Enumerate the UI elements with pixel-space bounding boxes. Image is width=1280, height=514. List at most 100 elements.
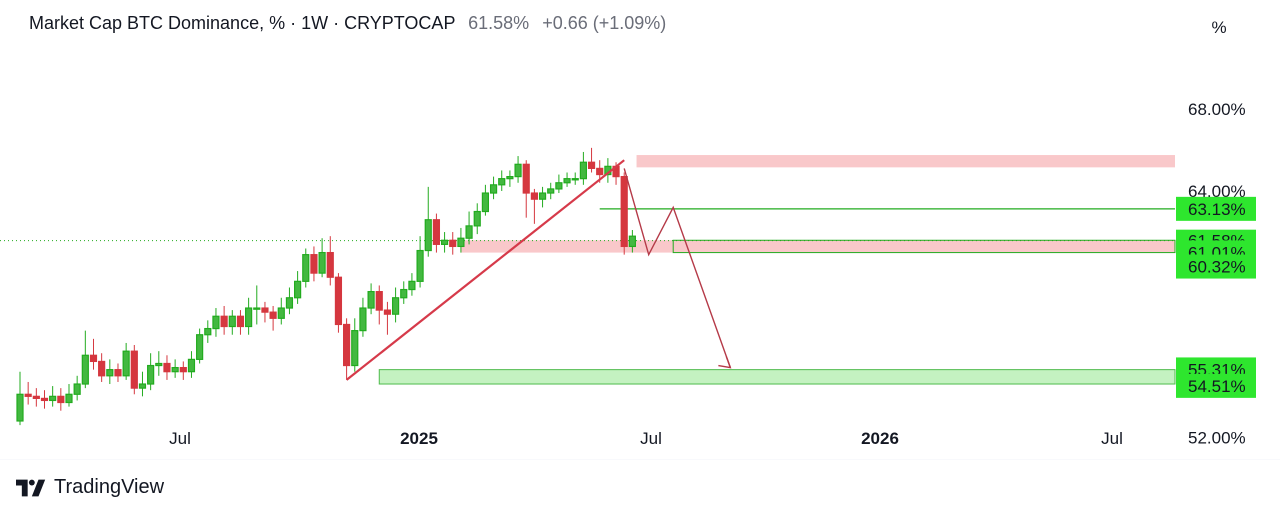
candle-body [596, 167, 604, 176]
candle-body-fill [74, 384, 81, 395]
candle-body [587, 161, 596, 169]
candle-body-fill [123, 351, 130, 376]
candle-body [334, 276, 343, 326]
candle-body-fill [172, 367, 179, 372]
candle-body [383, 309, 392, 315]
candle-body-fill [278, 308, 285, 319]
price-label-text: 54.51% [1188, 377, 1246, 396]
candle-body-fill [139, 384, 146, 389]
candle-body-fill [147, 365, 154, 385]
candle-body [620, 176, 628, 248]
candle-body-fill [351, 330, 358, 366]
candle-body-fill [359, 308, 366, 331]
candle-body-fill [482, 193, 489, 212]
candle-body-fill [474, 211, 481, 226]
candle-body-fill [629, 236, 636, 247]
candle-body-fill [555, 182, 562, 189]
candle-body [98, 360, 106, 377]
price-label-box [1176, 196, 1256, 221]
candle-body [530, 192, 538, 200]
support-zone [378, 369, 1176, 385]
x-axis-ticks: Jul 2025 Jul 2026 Jul [169, 429, 1123, 448]
footer: TradingView [16, 476, 164, 499]
candle-body-fill [466, 225, 473, 239]
chart-area[interactable]: 72.00%68.00%64.00%52.00%63.13%61.58%4d 1… [0, 0, 1280, 460]
candle-body-fill [564, 178, 571, 183]
candle-body-fill [368, 291, 375, 309]
candles [16, 147, 636, 426]
candle-body-fill [204, 328, 211, 335]
price-labels: 63.13%61.58%4d 11h61.01%60.32%55.31%54.5… [1176, 196, 1256, 398]
x-tick-label: 2025 [400, 429, 438, 448]
price-scale-unit-button[interactable]: % [1178, 6, 1260, 40]
x-tick-label: Jul [1101, 429, 1123, 448]
candle-body [343, 323, 351, 367]
candle-body-fill [302, 254, 309, 282]
candle-body-fill [506, 176, 513, 179]
price-label-box [1176, 373, 1256, 398]
candle-body-fill [604, 166, 611, 175]
resistance-zone [636, 155, 1175, 168]
candle-body-fill [392, 297, 399, 315]
last-value: 61.58% [468, 13, 530, 33]
symbol-title[interactable]: Market Cap BTC Dominance, % · 1W · CRYPT… [29, 13, 456, 33]
projected-path [623, 168, 732, 368]
candle-body-fill [425, 219, 432, 251]
candle-body [269, 311, 277, 319]
candle-body-fill [400, 289, 407, 298]
candle-body-fill [65, 394, 72, 403]
candle-body-fill [572, 178, 579, 180]
candle-body [57, 395, 65, 404]
candle-body-fill [253, 308, 260, 310]
candle-body [236, 315, 245, 328]
candle-body [220, 315, 228, 328]
candle-body-fill [49, 396, 56, 401]
candle-body [261, 307, 269, 313]
candle-body [326, 251, 334, 278]
candle-body [163, 362, 171, 373]
candle-body-fill [417, 250, 424, 282]
y-tick-label: 64.00% [1188, 182, 1246, 201]
candle-body-fill [229, 316, 236, 327]
candle-body [130, 350, 138, 389]
x-tick-label: Jul [169, 429, 191, 448]
x-tick-label: Jul [640, 429, 662, 448]
y-tick-label: 68.00% [1188, 100, 1246, 119]
tradingview-logo-icon[interactable] [16, 479, 46, 497]
candle-body-fill [294, 281, 301, 298]
candle-body-fill [457, 238, 464, 247]
candle-body-fill [408, 281, 415, 290]
candle-body [32, 395, 40, 399]
candle-body-fill [319, 252, 326, 274]
candle-body-fill [245, 308, 252, 327]
candle-body-fill [82, 355, 89, 385]
candle-body-fill [196, 334, 203, 360]
candle-body-fill [188, 359, 195, 372]
candle-body-fill [580, 162, 587, 179]
candle-body [40, 397, 49, 402]
candle-body-fill [155, 363, 162, 366]
candle-body [114, 369, 122, 377]
candle-body [89, 354, 98, 363]
candle-body [24, 393, 32, 397]
y-tick-label: 52.00% [1188, 428, 1246, 447]
candle-body-fill [106, 369, 113, 376]
price-label-text: 60.32% [1188, 258, 1246, 277]
candle-body-fill [547, 188, 554, 194]
candle-body [449, 239, 457, 248]
plot-background [0, 0, 1175, 460]
candle-body-fill [441, 240, 448, 245]
candle-body [310, 254, 318, 274]
candle-body [522, 163, 530, 194]
candle-body-fill [212, 316, 219, 329]
chart-canvas[interactable]: 72.00%68.00%64.00%52.00%63.13%61.58%4d 1… [0, 0, 1280, 460]
candle-body-fill [515, 164, 522, 177]
price-label-box [1176, 254, 1256, 279]
projection-arrowhead [718, 356, 732, 369]
candle-body [432, 219, 441, 245]
brand-name[interactable]: TradingView [54, 476, 165, 498]
mid-resistance-zone [460, 240, 1175, 253]
price-label-text: 63.13% [1188, 200, 1246, 219]
change-value: +0.66 (+1.09%) [542, 13, 667, 33]
x-tick-label: 2026 [861, 429, 899, 448]
